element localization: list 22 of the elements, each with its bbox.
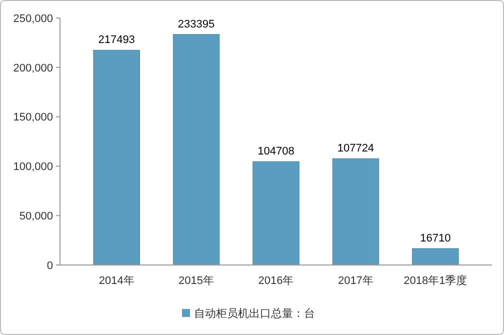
y-tick-label: 250,000 (13, 12, 53, 25)
x-tick-label: 2017年 (338, 275, 374, 287)
x-tick-label: 2016年 (258, 275, 294, 287)
y-tick-label: 50,000 (19, 210, 53, 222)
x-tick-label: 2018年1季度 (404, 274, 468, 287)
data-label: 107724 (337, 142, 374, 155)
data-label: 217493 (98, 34, 135, 46)
y-tick-label: 100,000 (13, 161, 53, 174)
y-tick-label: 200,000 (13, 62, 53, 74)
y-tick-label: 0 (46, 260, 53, 272)
bar (252, 161, 300, 266)
legend-label: 自动柜员机出口总量：台 (194, 306, 315, 320)
x-tick-label: 2014年 (98, 275, 134, 287)
data-label: 233395 (178, 18, 215, 30)
data-label: 104708 (258, 146, 294, 158)
x-tick-label: 2015年 (178, 275, 214, 287)
bar (332, 158, 380, 266)
y-tick-label: 150,000 (13, 112, 53, 124)
bar (93, 50, 140, 266)
bar (172, 34, 220, 266)
data-label: 16710 (420, 232, 451, 244)
bar (412, 248, 459, 266)
